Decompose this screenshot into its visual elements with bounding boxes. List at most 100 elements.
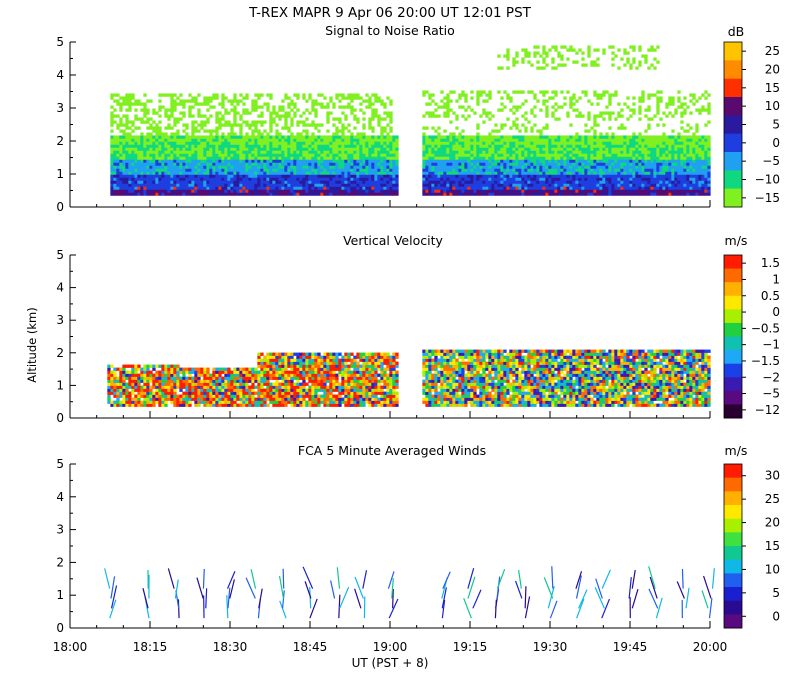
snr-cell (116, 126, 120, 130)
snr-cell (254, 120, 258, 124)
snr-cell (254, 135, 258, 139)
snr-cell (344, 114, 348, 118)
snr-cell (467, 180, 471, 184)
snr-cell (368, 186, 372, 190)
snr-cell (596, 57, 600, 61)
snr-cell (308, 96, 312, 100)
snr-cell (539, 147, 543, 151)
snr-cell (602, 135, 606, 139)
snr-cell (635, 153, 639, 157)
snr-cell (278, 150, 282, 154)
snr-cell (359, 141, 363, 145)
snr-cell (287, 114, 291, 118)
snr-cell (191, 153, 195, 157)
snr-cell (491, 171, 495, 175)
snr-cell (494, 150, 498, 154)
snr-cell (464, 153, 468, 157)
snr-cell (572, 174, 576, 178)
snr-cell (389, 159, 393, 163)
snr-cell (644, 159, 648, 163)
snr-cell (323, 162, 327, 166)
snr-cell (131, 183, 135, 187)
snr-cell (659, 117, 663, 121)
snr-cell (218, 126, 222, 130)
snr-cell (641, 180, 645, 184)
snr-cell (536, 45, 540, 49)
snr-cell (656, 150, 660, 154)
snr-cell (638, 159, 642, 163)
snr-cell (311, 144, 315, 148)
snr-cell (266, 141, 270, 145)
snr-cell (650, 117, 654, 121)
snr-cell (314, 177, 318, 181)
snr-cell (305, 135, 309, 139)
snr-cell (686, 135, 690, 139)
snr-cell (230, 141, 234, 145)
snr-cell (632, 132, 636, 136)
snr-cell (164, 186, 168, 190)
snr-cell (140, 189, 144, 193)
snr-cell (455, 165, 459, 169)
snr-cell (374, 147, 378, 151)
snr-cell (347, 162, 351, 166)
snr-cell (587, 99, 591, 103)
snr-cell (185, 159, 189, 163)
snr-cell (278, 105, 282, 109)
snr-cell (692, 156, 696, 160)
snr-cell (176, 129, 180, 133)
snr-cell (632, 135, 636, 139)
snr-cell (314, 135, 318, 139)
snr-cell (173, 156, 177, 160)
snr-cell (656, 99, 660, 103)
snr-cell (266, 159, 270, 163)
snr-cell (650, 144, 654, 148)
snr-cell (524, 159, 528, 163)
snr-cell (347, 186, 351, 190)
snr-cell (659, 180, 663, 184)
snr-cell (251, 180, 255, 184)
snr-cell (482, 174, 486, 178)
snr-cell (299, 171, 303, 175)
snr-cell (476, 135, 480, 139)
snr-cell (305, 144, 309, 148)
snr-cell (350, 132, 354, 136)
snr-cell (557, 192, 561, 196)
snr-cell (173, 132, 177, 136)
snr-cell (260, 165, 264, 169)
snr-cell (212, 150, 216, 154)
snr-cell (677, 144, 681, 148)
snr-cell (578, 174, 582, 178)
snr-cell (626, 96, 630, 100)
snr-cell (584, 192, 588, 196)
snr-cell (611, 144, 615, 148)
snr-cell (212, 153, 216, 157)
snr-cell (128, 186, 132, 190)
snr-cell (551, 96, 555, 100)
snr-cell (182, 189, 186, 193)
snr-cell (563, 45, 567, 49)
snr-cell (443, 147, 447, 151)
snr-cell (443, 171, 447, 175)
snr-cell (356, 168, 360, 172)
snr-cell (119, 129, 123, 133)
snr-cell (638, 192, 642, 196)
snr-cell (527, 120, 531, 124)
snr-cell (545, 165, 549, 169)
snr-cell (305, 141, 309, 145)
snr-cell (470, 156, 474, 160)
snr-cell (272, 135, 276, 139)
snr-cell (167, 138, 171, 142)
snr-cell (137, 186, 141, 190)
snr-cell (545, 111, 549, 115)
snr-cell (140, 138, 144, 142)
snr-cell (536, 174, 540, 178)
snr-cell (371, 162, 375, 166)
snr-cell (614, 90, 618, 94)
snr-cell (203, 114, 207, 118)
snr-cell (506, 48, 510, 52)
snr-cell (563, 162, 567, 166)
snr-cell (218, 141, 222, 145)
snr-cell (596, 96, 600, 100)
snr-cell (158, 156, 162, 160)
